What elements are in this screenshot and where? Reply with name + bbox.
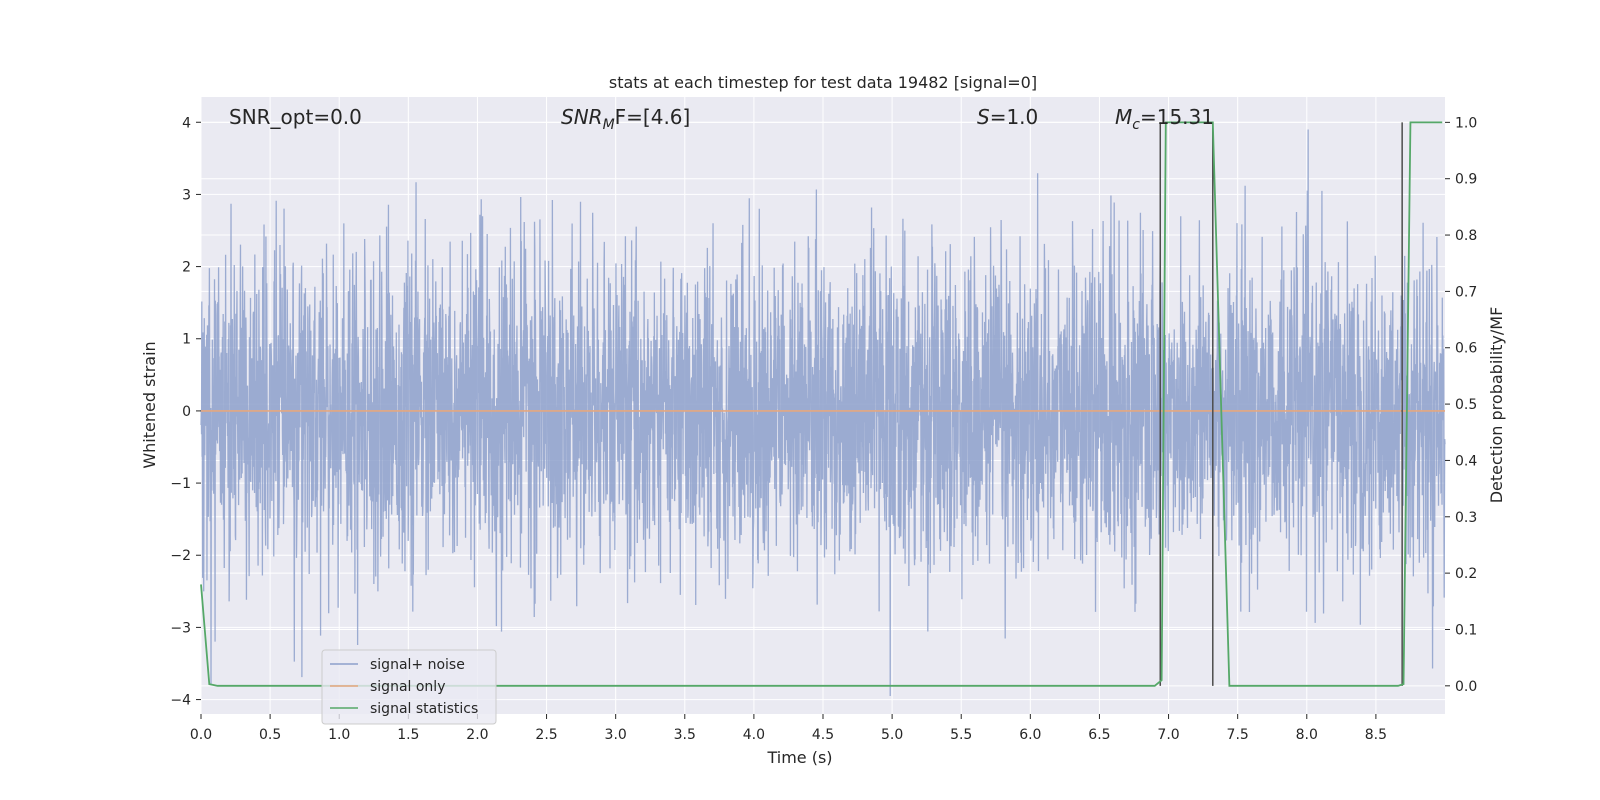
vertical-markers bbox=[1159, 122, 1403, 686]
y-tick-label: 0 bbox=[182, 404, 191, 420]
legend-label-stats: signal statistics bbox=[370, 701, 478, 717]
annotation-s-main: S bbox=[977, 105, 990, 129]
annotation-snr-mf: SNRMF=[4.6] bbox=[561, 105, 690, 133]
x-tick-label: 6.0 bbox=[1019, 727, 1041, 743]
legend-label-noise: signal+ noise bbox=[370, 657, 465, 673]
x-tick-label: 6.5 bbox=[1088, 727, 1110, 743]
x-axis-label: Time (s) bbox=[766, 748, 832, 767]
x-tick-label: 7.0 bbox=[1157, 727, 1179, 743]
y-tick-label: −1 bbox=[170, 476, 191, 492]
y-right-tick-label: 0.3 bbox=[1455, 510, 1477, 526]
x-tick-label: 1.0 bbox=[328, 727, 350, 743]
y-right-tick-label: 0.1 bbox=[1455, 622, 1477, 638]
series-signal-statistics bbox=[200, 121, 1443, 687]
ticks: 0.0 0.5 1.0 1.5 2.0 2.5 3.0 3.5 4.0 4.5 5.0 5.5 6.0 6… bbox=[170, 115, 1477, 743]
y-tick-label: 4 bbox=[182, 115, 191, 131]
legend: signal+ noise signal only signal statist… bbox=[321, 649, 497, 725]
y-right-tick-label: 0.7 bbox=[1455, 284, 1477, 300]
annotation-s-rest: =1.0 bbox=[990, 105, 1039, 129]
x-tick-label: 2.0 bbox=[466, 727, 488, 743]
x-tick-label: 0.5 bbox=[259, 727, 281, 743]
x-tick-label: 2.5 bbox=[535, 727, 557, 743]
y-tick-label: −4 bbox=[170, 693, 191, 709]
y-axis-label: Whitened strain bbox=[140, 341, 159, 468]
x-tick-label: 3.5 bbox=[674, 727, 696, 743]
x-tick-label: 0.0 bbox=[190, 727, 212, 743]
y-right-tick-label: 0.6 bbox=[1455, 341, 1477, 357]
annotation-mc: Mc=15.31 bbox=[1115, 105, 1214, 133]
x-tick-label: 8.5 bbox=[1365, 727, 1387, 743]
y-tick-label: −2 bbox=[170, 548, 191, 564]
annotation-mc-main: M bbox=[1115, 105, 1132, 129]
chart-title: stats at each timestep for test data 194… bbox=[609, 73, 1037, 92]
y-right-tick-label: 0.4 bbox=[1455, 453, 1477, 469]
noise-line bbox=[200, 129, 1446, 696]
annotation-snr-opt: SNR_opt=0.0 bbox=[229, 105, 362, 129]
x-tick-label: 5.5 bbox=[950, 727, 972, 743]
signal-statistics-line bbox=[200, 121, 1443, 687]
y-tick-label: 2 bbox=[182, 260, 191, 276]
y-right-tick-label: 0.0 bbox=[1455, 679, 1477, 695]
y-right-tick-label: 0.8 bbox=[1455, 228, 1477, 244]
x-tick-label: 5.0 bbox=[881, 727, 903, 743]
annotation-snr-mf-main: SNR bbox=[561, 105, 603, 129]
y-tick-label: −3 bbox=[170, 620, 191, 636]
legend-label-signal-only: signal only bbox=[370, 679, 445, 695]
annotation-snr-mf-rest: F=[4.6] bbox=[615, 105, 691, 129]
x-tick-label: 4.0 bbox=[743, 727, 765, 743]
y-right-tick-label: 0.9 bbox=[1455, 172, 1477, 188]
x-tick-label: 1.5 bbox=[397, 727, 419, 743]
x-tick-label: 3.0 bbox=[605, 727, 627, 743]
y-right-tick-label: 0.5 bbox=[1455, 397, 1477, 413]
x-tick-label: 8.0 bbox=[1296, 727, 1318, 743]
y-right-tick-label: 0.2 bbox=[1455, 566, 1477, 582]
x-tick-label: 4.5 bbox=[812, 727, 834, 743]
annotation-s: S=1.0 bbox=[977, 105, 1038, 129]
annotation-mc-rest: =15.31 bbox=[1140, 105, 1214, 129]
y-tick-label: 3 bbox=[182, 187, 191, 203]
series-signal-plus-noise bbox=[200, 129, 1446, 696]
legend-box bbox=[321, 649, 497, 725]
y-axis-right-label: Detection probability/MF bbox=[1487, 307, 1506, 504]
annotation-snr-mf-sub: M bbox=[603, 117, 615, 133]
y-right-tick-label: 1.0 bbox=[1455, 115, 1477, 131]
annotation-mc-sub: c bbox=[1132, 117, 1140, 133]
y-tick-label: 1 bbox=[182, 332, 191, 348]
x-tick-label: 7.5 bbox=[1227, 727, 1249, 743]
